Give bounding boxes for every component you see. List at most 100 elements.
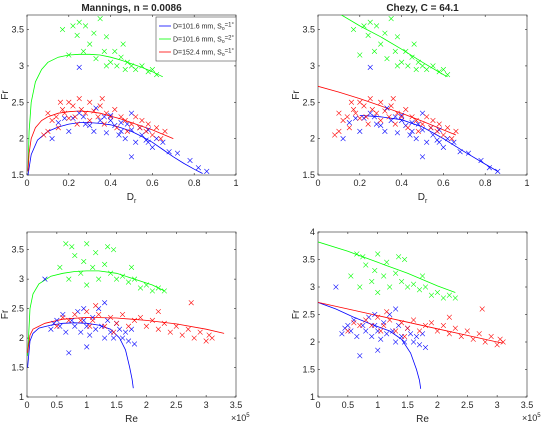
data-point-series-1 [87,122,93,129]
data-point-series-3 [488,333,494,340]
data-point-series-2 [419,273,426,279]
data-point-series-3 [155,308,161,315]
x-axis-label: Re [416,414,429,425]
data-point-series-3 [476,331,482,337]
data-point-series-3 [113,320,120,326]
data-point-series-2 [114,63,120,69]
y-tick-label: 1.5 [11,363,24,373]
y-tick-label: 1.5 [302,365,315,375]
data-point-series-3 [452,325,458,331]
data-point-series-3 [122,117,128,124]
data-point-series-1 [84,344,90,350]
data-point-series-2 [93,56,99,62]
data-point-series-2 [388,16,394,22]
y-axis-label: Fr [291,309,302,319]
x-tick-label: 0.6 [146,178,159,188]
fit-curve-3 [27,316,225,353]
data-point-series-3 [102,323,108,329]
data-point-series-3 [336,110,342,116]
data-point-series-1 [345,322,351,329]
data-point-series-3 [128,121,135,127]
axes-box [26,231,237,398]
x-tick-label: 1.5 [401,400,414,410]
data-point-series-1 [353,115,359,121]
data-point-series-3 [340,117,346,124]
data-point-series-3 [479,306,485,312]
data-point-series-3 [118,114,124,120]
data-point-series-3 [87,323,93,329]
data-point-series-3 [378,99,384,105]
fit-curve-1 [27,322,134,389]
y-tick-label: 3 [310,61,315,71]
data-point-series-3 [404,325,411,331]
y-tick-label: 2.5 [302,310,315,320]
y-tick-label: 2 [19,333,24,343]
data-point-series-3 [72,114,78,120]
data-point-series-3 [66,115,72,121]
data-point-series-1 [430,132,436,138]
data-point-series-2 [102,261,108,268]
data-point-series-1 [122,329,129,335]
data-point-series-1 [82,121,89,127]
data-point-series-3 [386,114,392,120]
data-point-series-1 [66,350,72,356]
x-tick-label: 0.2 [354,178,367,188]
data-point-series-2 [428,292,435,298]
data-point-series-1 [413,136,419,142]
data-point-series-2 [84,241,90,247]
data-point-series-1 [62,115,68,121]
data-point-series-2 [387,284,393,290]
data-point-series-1 [97,117,103,124]
data-point-series-3 [59,106,66,113]
data-point-series-1 [122,136,128,142]
data-point-series-3 [419,121,426,127]
data-point-series-1 [166,149,172,155]
y-tick-label: 1.5 [11,170,24,180]
data-point-series-1 [78,329,84,335]
x-tick-label: 0 [24,400,29,410]
data-point-series-2 [84,282,90,288]
data-point-series-3 [415,128,421,134]
data-point-series-1 [409,128,415,134]
y-tick-label: 2 [19,134,24,144]
data-point-series-1 [357,353,363,359]
data-point-series-2 [436,69,442,75]
x-tick-label: 0 [315,178,320,188]
data-point-series-2 [120,41,126,47]
data-point-series-1 [413,333,420,340]
fit-curve-2 [340,15,448,78]
data-point-series-3 [458,333,464,340]
data-point-series-2 [96,276,102,282]
x-tick-label: 0.6 [437,178,450,188]
x-tick-label: 2 [144,400,149,410]
data-point-series-3 [361,103,367,109]
data-point-series-2 [133,66,139,73]
data-point-series-1 [422,344,429,351]
data-point-series-1 [119,335,126,341]
data-point-series-3 [185,326,191,332]
x-tick-label: 2 [435,400,440,410]
data-point-series-3 [149,132,156,138]
data-point-series-3 [76,96,82,102]
data-point-series-3 [145,121,151,127]
y-tick-label: 3 [19,61,24,71]
x-tick-label: 0.8 [188,178,201,188]
data-point-series-2 [372,267,378,274]
data-point-series-1 [49,136,55,142]
data-point-series-2 [128,63,135,69]
axes-box [317,231,528,398]
data-point-series-2 [128,264,135,270]
data-point-series-1 [124,121,130,127]
data-point-series-2 [369,278,375,285]
data-point-series-3 [413,117,419,124]
data-point-series-1 [346,120,352,126]
data-point-series-1 [409,120,415,126]
data-point-series-2 [112,48,118,54]
data-point-series-1 [339,331,345,337]
data-point-series-1 [407,132,413,138]
data-point-series-1 [128,154,135,160]
data-point-series-1 [116,326,123,332]
x-tick-label: 2.5 [170,400,183,410]
data-point-series-3 [494,342,500,348]
